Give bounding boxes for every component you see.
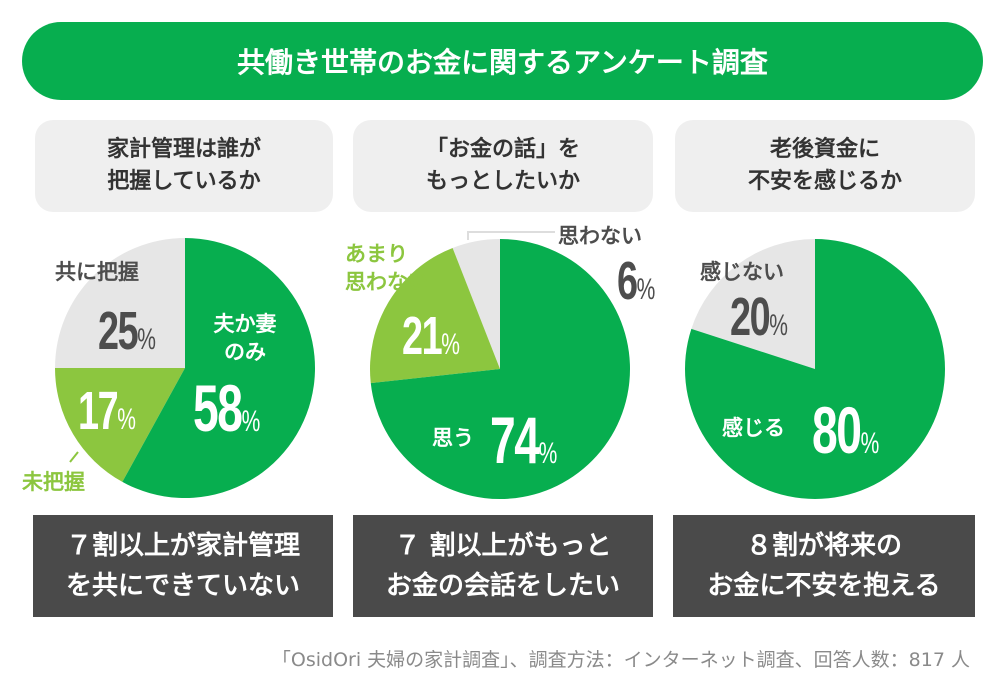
pie-slice	[370, 239, 630, 499]
conclusion-2: ７ 割以上がもっと お金の会話をしたい	[353, 515, 653, 617]
label-otto-ka-tsuma: 夫か妻 のみ	[213, 312, 277, 364]
conclusion-1: ７割以上が家計管理 を共にできていない	[33, 515, 333, 617]
label-kanjinai: 感じない	[700, 260, 784, 284]
page-title: 共働き世帯のお金に関するアンケート調査	[22, 22, 983, 100]
pct-kanjinai: 20%	[730, 287, 788, 347]
label-omou: 思う	[432, 426, 474, 450]
label-omowanai: 思わない	[558, 224, 642, 248]
question-3: 老後資金に 不安を感じるか	[675, 120, 975, 212]
pct-kanjiru: 80%	[812, 393, 879, 467]
pie-slice	[691, 239, 815, 369]
pct-omou: 74%	[490, 403, 557, 477]
pie-slice	[55, 238, 185, 368]
pie-slice	[452, 239, 500, 369]
pct-amari: 21%	[402, 306, 460, 366]
source-footer: 「OsidOri 夫婦の家計調査」、調査方法：インターネット調査、回答人数：81…	[271, 649, 970, 671]
leader-line-omowanai	[467, 231, 555, 240]
pie-slice	[122, 238, 315, 498]
question-2: 「お金の話」を もっとしたいか	[353, 120, 653, 212]
pie-slice	[55, 368, 185, 482]
label-mihaaku: 未把握	[22, 470, 85, 494]
pct-mihaaku: 17%	[78, 381, 136, 441]
pct-omowanai: 6%	[617, 251, 655, 311]
question-1: 家計管理は誰が 把握しているか	[35, 120, 333, 212]
label-tomoni: 共に把握	[55, 260, 139, 284]
label-kanjiru: 感じる	[722, 416, 785, 440]
pie-slice	[684, 239, 945, 499]
pie-slice	[370, 247, 500, 384]
leader-line-mihaaku	[69, 451, 79, 463]
conclusion-3: ８割が将来の お金に不安を抱える	[673, 515, 975, 617]
label-amari: あまり 思わない	[345, 242, 429, 294]
pct-tomoni: 25%	[98, 301, 156, 361]
pct-otto-ka-tsuma: 58%	[193, 371, 260, 445]
